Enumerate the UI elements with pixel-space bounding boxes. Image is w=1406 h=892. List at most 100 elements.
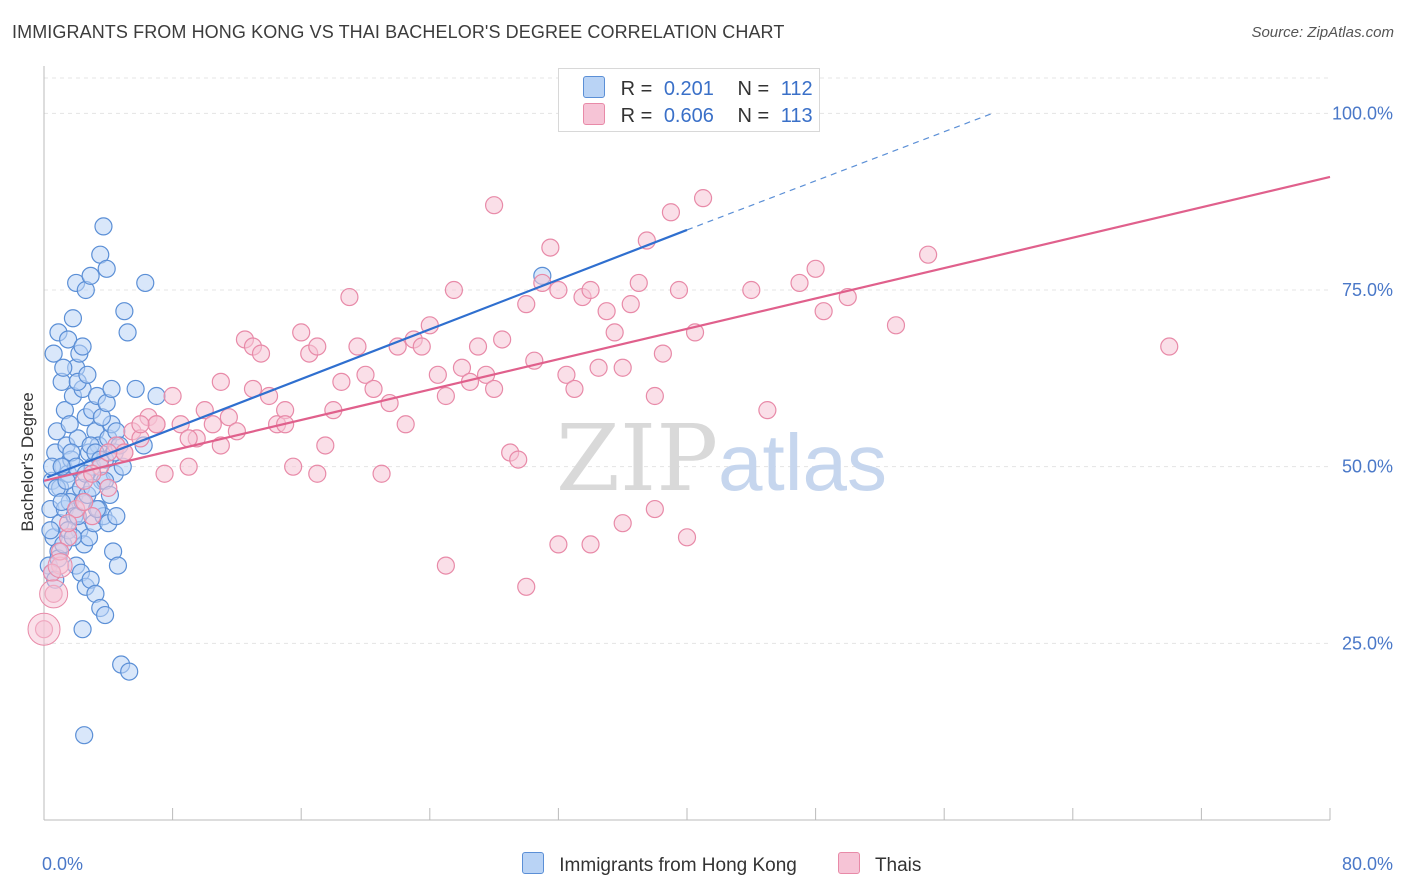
thais-point <box>59 514 78 533</box>
thais-point <box>645 499 664 519</box>
thais-point <box>565 379 584 399</box>
hong-kong-trend-line <box>46 228 688 479</box>
thais-point <box>589 358 608 377</box>
legend-r-value: 0.201 <box>663 78 714 100</box>
thais-point <box>557 365 576 384</box>
axes <box>43 66 1331 821</box>
grid <box>44 77 1330 644</box>
y-tick-label: 25.0% <box>1342 633 1393 653</box>
hong-kong-point <box>118 323 137 342</box>
legend-r-value: 0.606 <box>663 105 714 127</box>
thais-point <box>284 457 303 476</box>
x-tick-label: 80.0% <box>1342 854 1393 874</box>
hong-kong-point <box>147 386 166 406</box>
thais-point <box>436 386 455 406</box>
hong-kong-point <box>60 415 79 434</box>
thais-point <box>75 492 94 512</box>
thais-point <box>348 337 367 356</box>
legend-r-label: R = <box>620 78 653 100</box>
bottom-legend-swatch-pink <box>838 852 860 874</box>
y-tick-label: 100.0% <box>1332 103 1393 123</box>
bottom-legend-label: Immigrants from Hong Kong <box>559 855 797 876</box>
thais-point <box>790 273 809 293</box>
thais-point <box>517 577 536 596</box>
thais-point <box>597 302 616 321</box>
thais-point <box>509 450 528 469</box>
bottom-legend-label: Thais <box>874 855 922 876</box>
source-label: Source: ZipAtlas.com <box>1251 24 1394 41</box>
thais-point-large <box>27 612 61 646</box>
thais-point <box>203 415 222 434</box>
thais-point <box>669 280 689 300</box>
thais-point <box>581 535 600 554</box>
thais-point <box>292 323 311 342</box>
correlation-legend: R = 0.201 N = 112 R = 0.606 N = 113 <box>558 68 820 132</box>
thais-point <box>581 280 600 300</box>
thais-point <box>677 528 697 547</box>
legend-row-thais: R = 0.606 N = 113 <box>583 103 813 129</box>
thais-point <box>485 379 504 399</box>
thais-point <box>131 415 150 434</box>
thais-point <box>396 415 415 434</box>
thais-point <box>452 358 472 377</box>
hong-kong-point <box>95 605 115 625</box>
thais-point <box>758 401 777 420</box>
hong-kong-point <box>94 217 113 236</box>
thais-point <box>340 287 359 307</box>
thais-point <box>613 358 632 377</box>
thais-point <box>444 280 464 300</box>
watermark-atlas: atlas <box>718 418 887 507</box>
thais-point <box>211 436 230 455</box>
thais-point <box>372 464 391 483</box>
watermark-zip: ZIP <box>556 405 718 512</box>
x-tick-labels: 0.0% 80.0% <box>42 854 1393 874</box>
thais-point <box>259 386 279 406</box>
hong-kong-point <box>78 365 97 384</box>
thais-point-large <box>47 553 73 579</box>
thais-point <box>517 295 536 314</box>
watermark: ZIP atlas <box>556 405 887 512</box>
thais-point <box>171 415 190 434</box>
thais-point <box>886 316 906 335</box>
thais-point <box>645 386 664 406</box>
hong-kong-point <box>115 302 134 321</box>
thais-point <box>629 273 648 293</box>
thais-point <box>316 436 335 455</box>
y-tick-label: 75.0% <box>1342 280 1393 300</box>
thais-point <box>661 203 681 222</box>
legend-swatch-blue <box>583 76 605 98</box>
thais-point-large <box>39 579 69 609</box>
thais-point <box>332 372 351 391</box>
thais-point <box>693 189 713 208</box>
thais-point <box>219 408 238 427</box>
bottom-legend-swatch-blue <box>522 852 544 874</box>
hong-kong-point <box>59 330 78 349</box>
thais-point <box>99 478 118 497</box>
thais-point <box>356 365 375 384</box>
thais-point <box>412 337 431 356</box>
hong-kong-point <box>102 379 121 399</box>
thais-point <box>468 337 488 356</box>
hong-kong-point <box>136 273 155 293</box>
thais-point <box>436 556 455 575</box>
hong-kong-point <box>63 309 83 328</box>
legend-swatch-pink <box>583 103 605 125</box>
hong-kong-point <box>108 556 128 575</box>
thais-point <box>308 464 327 483</box>
y-tick-label: 50.0% <box>1342 457 1393 477</box>
y-axis-label: Bachelor's Degree <box>18 392 37 531</box>
hong-kong-point <box>75 726 94 745</box>
hong-kong-point <box>41 521 60 540</box>
thais-point <box>428 365 447 384</box>
thais-point <box>308 337 327 356</box>
series-hong-kong-points <box>39 217 552 745</box>
thais-point <box>163 386 182 406</box>
hong-kong-point <box>107 507 126 526</box>
thais-point <box>541 238 560 257</box>
thais-trend-line <box>43 175 1331 482</box>
thais-point <box>621 295 640 314</box>
thais-point <box>613 514 632 533</box>
thais-point <box>155 464 174 483</box>
thais-point <box>485 196 504 215</box>
